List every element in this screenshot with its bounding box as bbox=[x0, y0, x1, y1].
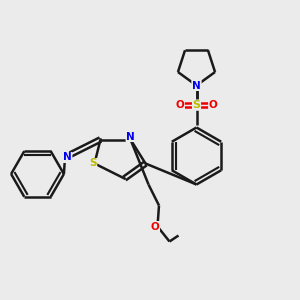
Text: N: N bbox=[192, 80, 201, 91]
Text: O: O bbox=[208, 100, 217, 110]
Text: S: S bbox=[89, 158, 97, 169]
Text: N: N bbox=[126, 131, 135, 142]
Text: O: O bbox=[151, 221, 160, 232]
Text: N: N bbox=[192, 80, 201, 91]
Text: N: N bbox=[63, 152, 72, 163]
Text: S: S bbox=[193, 100, 200, 110]
Text: O: O bbox=[176, 100, 184, 110]
